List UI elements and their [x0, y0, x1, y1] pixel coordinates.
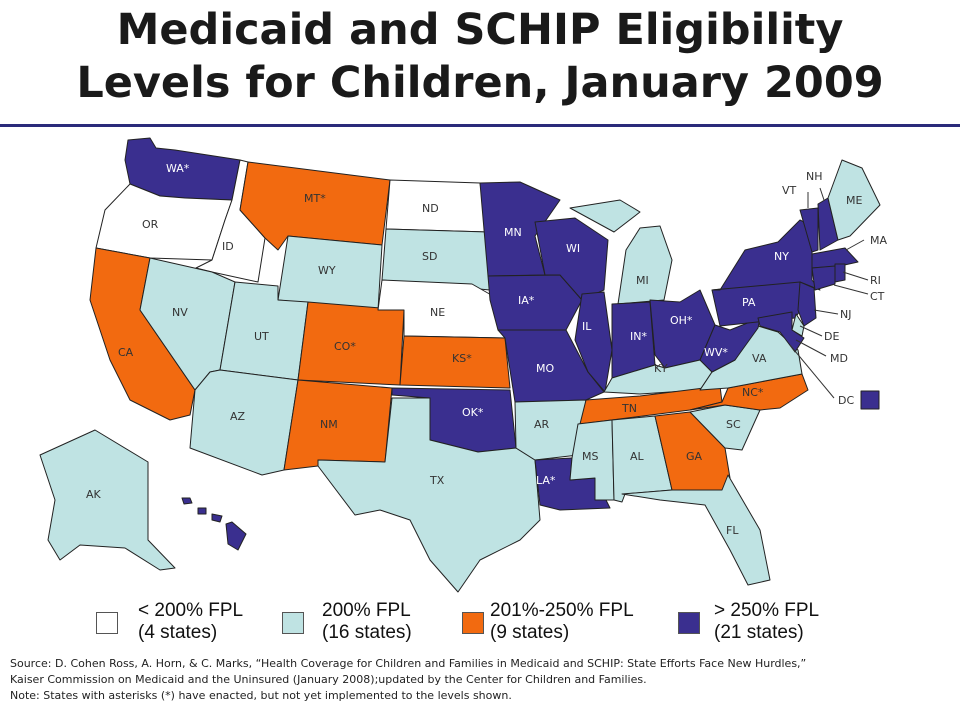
label-wv: WV* [704, 346, 728, 359]
legend-item-201-250: 201%-250% FPL (9 states) [490, 600, 634, 644]
label-fl: FL [726, 524, 739, 537]
label-nj: NJ [840, 308, 851, 321]
state-de[interactable] [791, 313, 805, 337]
label-wy: WY [318, 264, 336, 277]
state-ny[interactable] [711, 219, 821, 291]
label-wa: WA* [166, 162, 190, 175]
label-mt: MT* [304, 192, 326, 205]
label-vt: VT [782, 184, 797, 197]
label-ca: CA [118, 346, 134, 359]
label-va: VA [752, 352, 767, 365]
label-nv: NV [172, 306, 188, 319]
legend-item-lt200: < 200% FPL (4 states) [138, 600, 243, 644]
label-mo: MO [536, 362, 554, 375]
legend-item-gt250: > 250% FPL (21 states) [714, 600, 819, 644]
label-ct: CT [870, 290, 885, 303]
label-nh: NH [806, 170, 823, 183]
label-ar: AR [534, 418, 550, 431]
state-ct[interactable] [811, 265, 836, 291]
legend-count: (16 states) [322, 622, 412, 643]
state-ar[interactable] [514, 399, 587, 461]
label-ma: MA [870, 234, 887, 247]
label-az: AZ [230, 410, 246, 423]
us-eligibility-map: WA* OR CA ID NV MT* WY UT AZ CO* NM ND S… [39, 137, 887, 593]
legend-label: > 250% FPL [714, 600, 820, 621]
label-oh: OH* [670, 314, 693, 327]
label-sd: SD [422, 250, 437, 263]
label-hi: HI [196, 538, 208, 551]
label-la: LA* [536, 474, 556, 487]
state-mi[interactable] [569, 199, 673, 305]
state-ak[interactable] [39, 429, 176, 571]
source-line-2: Kaiser Commission on Medicaid and the Un… [10, 673, 647, 686]
label-ky: KY [654, 362, 668, 375]
label-ok: OK* [462, 406, 484, 419]
label-tn: TN [621, 402, 637, 415]
legend-swatch-gt250 [678, 612, 700, 634]
state-labels: WA* OR CA ID NV MT* WY UT AZ CO* NM ND S… [86, 162, 887, 551]
state-dc-swatch[interactable] [860, 390, 880, 410]
label-pa: PA [742, 296, 756, 309]
label-ne: NE [430, 306, 445, 319]
source-note: Source: D. Cohen Ross, A. Horn, & C. Mar… [10, 656, 955, 704]
legend-label: 201%-250% FPL [490, 600, 634, 621]
label-de: DE [824, 330, 839, 343]
source-line-1: Source: D. Cohen Ross, A. Horn, & C. Mar… [10, 657, 807, 670]
label-id: ID [222, 240, 234, 253]
label-ak: AK [86, 488, 102, 501]
label-nm: NM [320, 418, 338, 431]
leader-lines [789, 187, 869, 399]
label-ny: NY [774, 250, 789, 263]
label-ia: IA* [518, 294, 535, 307]
state-ma[interactable] [811, 247, 859, 269]
label-or: OR [142, 218, 159, 231]
label-nd: ND [422, 202, 439, 215]
state-nj[interactable] [797, 281, 817, 327]
legend-swatch-lt200 [96, 612, 118, 634]
legend-label: 200% FPL [322, 600, 411, 621]
label-ut: UT [254, 330, 269, 343]
state-tx[interactable] [317, 397, 541, 593]
state-nm[interactable] [283, 379, 393, 471]
label-il: IL [582, 320, 592, 333]
legend-label: < 200% FPL [138, 600, 244, 621]
label-md: MD [830, 352, 848, 365]
title-line-1: Medicaid and SCHIP Eligibility [116, 5, 844, 55]
source-line-3: Note: States with asterisks (*) have ena… [10, 689, 512, 702]
label-ga: GA [686, 450, 703, 463]
state-vt[interactable] [799, 207, 819, 253]
legend-count: (4 states) [138, 622, 218, 643]
label-sc: SC [726, 418, 741, 431]
state-nc[interactable] [689, 373, 809, 411]
label-mi: MI [636, 274, 649, 287]
label-ri: RI [870, 274, 881, 287]
state-me[interactable] [827, 159, 881, 241]
legend-count: (9 states) [490, 622, 570, 643]
label-ms: MS [582, 450, 598, 463]
legend-swatch-201-250 [462, 612, 484, 634]
label-in: IN* [630, 330, 647, 343]
label-al: AL [630, 450, 645, 463]
title-line-2: Levels for Children, January 2009 [76, 58, 884, 108]
legend-swatch-eq200 [282, 612, 304, 634]
state-ks[interactable] [399, 335, 511, 389]
label-wi: WI [566, 242, 580, 255]
label-me: ME [846, 194, 862, 207]
label-nc: NC* [742, 386, 764, 399]
legend-count: (21 states) [714, 622, 804, 643]
label-tx: TX [429, 474, 445, 487]
state-hi[interactable] [181, 497, 247, 551]
title-divider [0, 124, 960, 127]
page-title: Medicaid and SCHIP Eligibility Levels fo… [0, 4, 960, 110]
label-co: CO* [334, 340, 356, 353]
state-mo[interactable] [497, 329, 605, 403]
label-dc: DC [838, 394, 854, 407]
state-fl[interactable] [621, 474, 771, 586]
label-ks: KS* [452, 352, 472, 365]
state-ri[interactable] [834, 263, 846, 283]
legend-item-eq200: 200% FPL (16 states) [322, 600, 412, 644]
label-mn: MN [504, 226, 522, 239]
state-md[interactable] [757, 311, 805, 353]
